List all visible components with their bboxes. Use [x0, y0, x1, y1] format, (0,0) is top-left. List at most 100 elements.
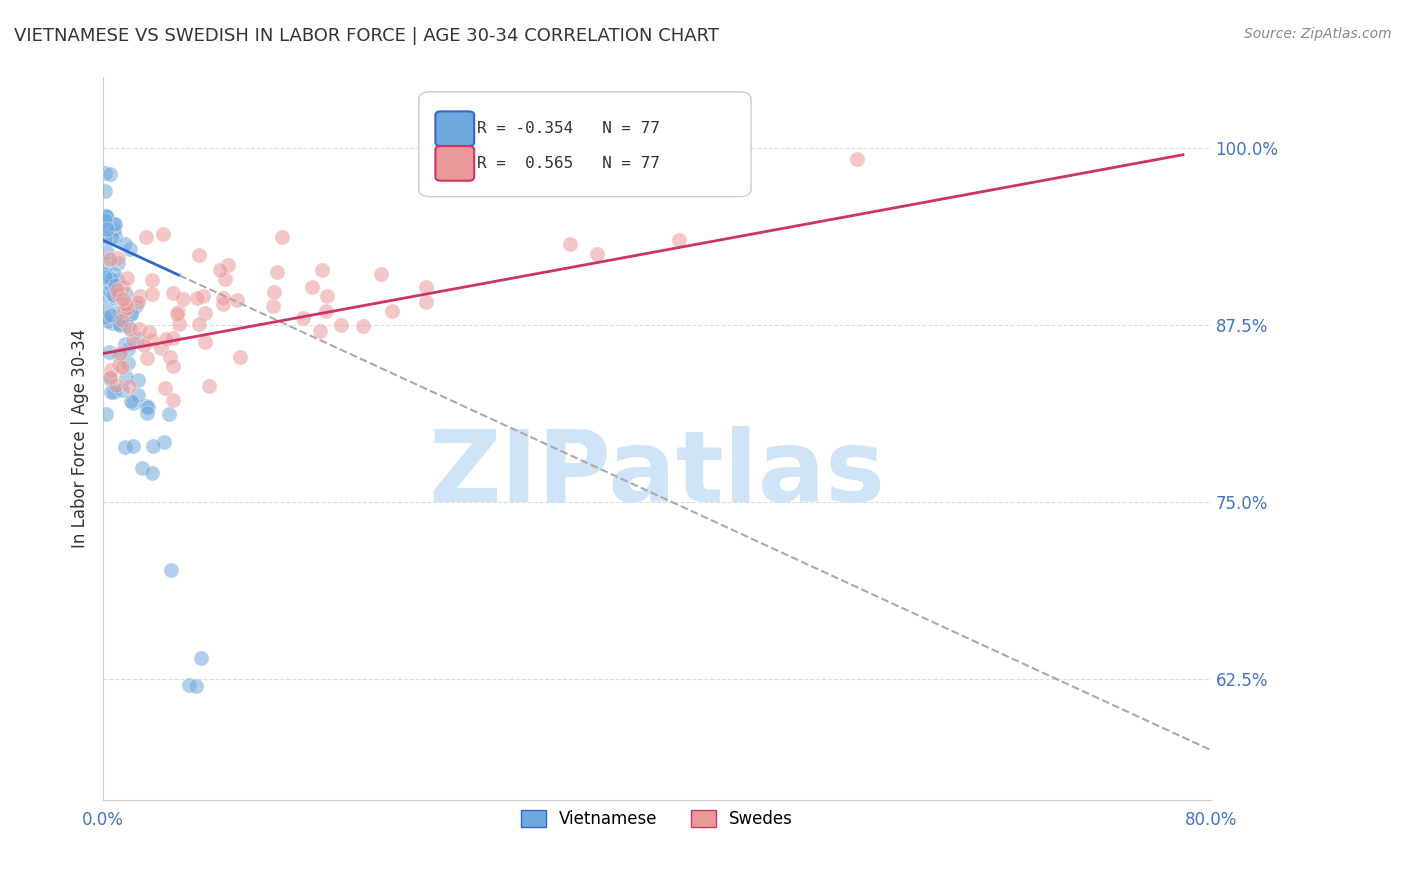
- Vietnamese: [117, 356, 139, 370]
- Vietnamese: [153, 435, 176, 450]
- Vietnamese: [108, 318, 131, 332]
- Vietnamese: [111, 383, 134, 397]
- Vietnamese: [96, 244, 118, 259]
- Vietnamese: [100, 277, 122, 291]
- Swedes: [162, 285, 184, 300]
- Swedes: [108, 359, 131, 373]
- Vietnamese: [122, 396, 145, 410]
- Vietnamese: [96, 302, 118, 317]
- Swedes: [162, 330, 184, 344]
- Swedes: [100, 363, 122, 377]
- Swedes: [330, 318, 353, 332]
- Swedes: [98, 252, 121, 267]
- Swedes: [188, 248, 211, 262]
- Vietnamese: [117, 319, 139, 334]
- Vietnamese: [98, 345, 121, 359]
- Swedes: [226, 293, 249, 307]
- Vietnamese: [107, 256, 129, 270]
- Vietnamese: [101, 316, 124, 330]
- Swedes: [115, 270, 138, 285]
- Swedes: [155, 381, 177, 395]
- Vietnamese: [131, 460, 153, 475]
- Swedes: [149, 342, 172, 356]
- Vietnamese: [136, 406, 159, 420]
- Vietnamese: [94, 222, 117, 236]
- Vietnamese: [93, 267, 115, 281]
- Vietnamese: [159, 407, 181, 421]
- Text: VIETNAMESE VS SWEDISH IN LABOR FORCE | AGE 30-34 CORRELATION CHART: VIETNAMESE VS SWEDISH IN LABOR FORCE | A…: [14, 27, 718, 45]
- Swedes: [187, 317, 209, 331]
- Vietnamese: [103, 385, 125, 400]
- Swedes: [586, 247, 609, 261]
- Swedes: [141, 287, 163, 301]
- Swedes: [132, 337, 155, 351]
- Vietnamese: [114, 369, 136, 384]
- Swedes: [271, 230, 294, 244]
- Swedes: [118, 378, 141, 392]
- Swedes: [558, 236, 581, 251]
- Swedes: [107, 251, 129, 265]
- Vietnamese: [120, 393, 142, 408]
- Vietnamese: [110, 314, 132, 328]
- Vietnamese: [100, 309, 122, 323]
- Swedes: [316, 288, 339, 302]
- Swedes: [98, 370, 121, 384]
- Text: R = -0.354   N = 77: R = -0.354 N = 77: [478, 121, 661, 136]
- Vietnamese: [94, 213, 117, 227]
- Vietnamese: [94, 184, 117, 198]
- Swedes: [141, 273, 163, 287]
- Text: 0.0%: 0.0%: [82, 811, 124, 829]
- Vietnamese: [120, 306, 142, 320]
- Vietnamese: [104, 277, 127, 292]
- Swedes: [162, 392, 184, 407]
- Vietnamese: [114, 237, 136, 252]
- FancyBboxPatch shape: [436, 112, 474, 146]
- Swedes: [127, 295, 149, 310]
- Swedes: [135, 351, 157, 365]
- Swedes: [263, 285, 285, 300]
- Vietnamese: [184, 679, 207, 693]
- Vietnamese: [104, 217, 127, 231]
- Vietnamese: [96, 407, 118, 421]
- Swedes: [229, 350, 252, 364]
- FancyBboxPatch shape: [436, 146, 474, 181]
- Vietnamese: [105, 273, 128, 287]
- Text: 80.0%: 80.0%: [1184, 811, 1237, 829]
- Vietnamese: [127, 388, 149, 402]
- Swedes: [315, 304, 337, 318]
- Vietnamese: [135, 399, 157, 413]
- Swedes: [266, 265, 288, 279]
- Vietnamese: [127, 373, 149, 387]
- Legend: Vietnamese, Swedes: Vietnamese, Swedes: [515, 803, 800, 835]
- Swedes: [194, 306, 217, 320]
- Swedes: [114, 297, 136, 311]
- Vietnamese: [121, 439, 143, 453]
- Vietnamese: [100, 384, 122, 399]
- Vietnamese: [103, 229, 125, 244]
- Swedes: [108, 345, 131, 359]
- Swedes: [111, 312, 134, 326]
- Swedes: [166, 307, 188, 321]
- Vietnamese: [118, 242, 141, 256]
- Swedes: [121, 333, 143, 347]
- Vietnamese: [103, 218, 125, 232]
- Vietnamese: [101, 231, 124, 245]
- Swedes: [118, 321, 141, 335]
- Vietnamese: [96, 257, 118, 271]
- Vietnamese: [104, 291, 127, 305]
- Vietnamese: [120, 307, 142, 321]
- Vietnamese: [117, 342, 139, 356]
- Swedes: [217, 258, 239, 272]
- Vietnamese: [94, 219, 117, 234]
- Vietnamese: [93, 231, 115, 245]
- Swedes: [194, 334, 217, 349]
- Swedes: [291, 311, 314, 326]
- Swedes: [301, 280, 323, 294]
- Y-axis label: In Labor Force | Age 30-34: In Labor Force | Age 30-34: [72, 329, 89, 548]
- Vietnamese: [98, 372, 121, 386]
- Vietnamese: [93, 310, 115, 324]
- Swedes: [105, 378, 128, 392]
- Vietnamese: [124, 299, 146, 313]
- Vietnamese: [107, 348, 129, 362]
- Swedes: [311, 262, 333, 277]
